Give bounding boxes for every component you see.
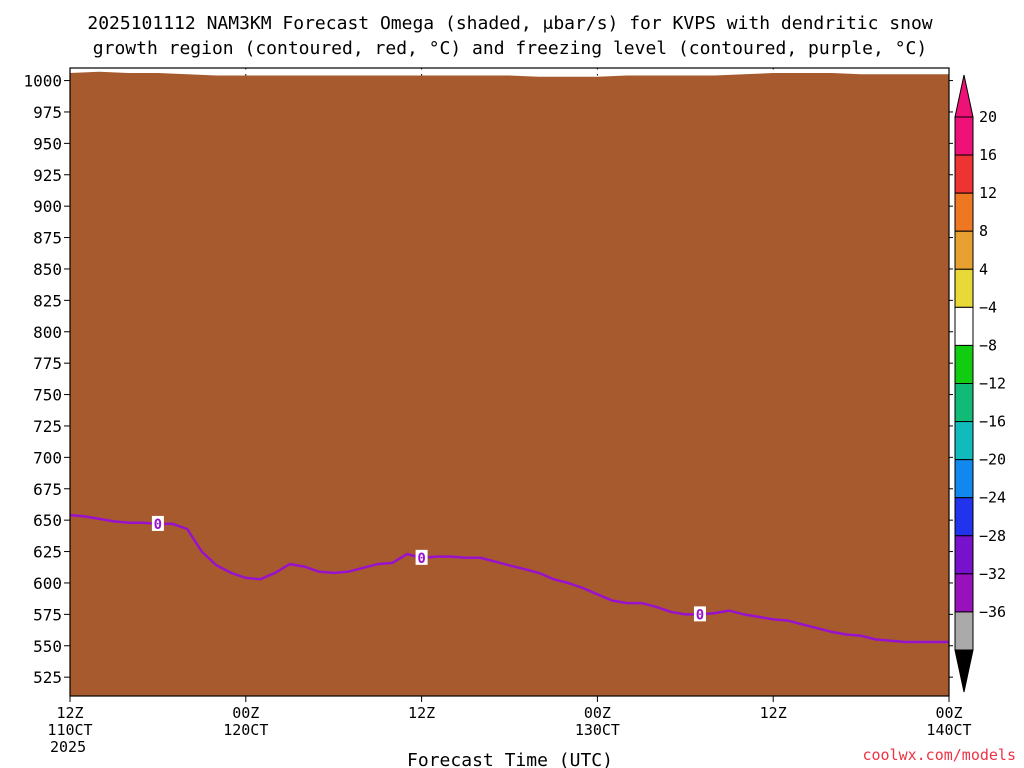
colorbar-label-6: −8 (979, 336, 997, 354)
colorbar-label-8: −16 (979, 413, 1006, 431)
freezing-level-layer: 0 0 0 (70, 513, 949, 644)
y-tick-label-4: 625 (33, 543, 62, 562)
y-tick-label-7: 700 (33, 448, 62, 467)
colorbar-label-11: −28 (979, 527, 1006, 545)
x-tick-label-3-0: 00Z (584, 704, 611, 722)
x-tick-label-4-0: 12Z (760, 704, 787, 722)
colorbar-label-7: −12 (979, 375, 1006, 393)
y-tick-label-13: 850 (33, 260, 62, 279)
colorbar-label-12: −32 (979, 565, 1006, 583)
y-tick-label-9: 750 (33, 386, 62, 405)
y-tick-label-18: 975 (33, 103, 62, 122)
colorbar-label-3: 8 (979, 222, 988, 240)
freezing-level-label-0: 0 (154, 517, 162, 533)
x-tick-label-1-0: 00Z (232, 704, 259, 722)
plot-area: 0 0 0 (69, 67, 950, 697)
colorbar-label-2: 12 (979, 184, 997, 202)
x-tick-label-5-0: 00Z (935, 704, 962, 722)
freezing-level-label-bg-2 (693, 606, 706, 622)
y-tick-label-10: 775 (33, 354, 62, 373)
y-tick-label-0: 525 (33, 668, 62, 687)
colorbar-swatch-9 (954, 459, 974, 499)
y-tick-label-3: 600 (33, 574, 62, 593)
x-tick-label-2-0: 12Z (408, 704, 435, 722)
x-tick-label-0-0: 12Z (56, 704, 83, 722)
colorbar-label-0: 20 (979, 108, 997, 126)
colorbar-label-4: 4 (979, 260, 988, 278)
colorbar-top-arrow (954, 74, 974, 118)
y-tick-label-5: 650 (33, 511, 62, 530)
terrain-layer (70, 71, 949, 696)
y-tick-label-11: 800 (33, 323, 62, 342)
freezing-level-label-2: 0 (696, 607, 704, 623)
colorbar-label-5: −4 (979, 298, 997, 316)
colorbar-swatch-0 (954, 116, 974, 156)
x-tick-label-0-1: 110CT (47, 721, 92, 739)
y-tick-label-1: 550 (33, 637, 62, 656)
colorbar-swatch-11 (954, 535, 974, 575)
colorbar-bottom-arrow (954, 649, 974, 693)
colorbar: 20 16 12 8 4 −4 −8 −12 −16 −20 −24 −28 −32 −36 (954, 74, 1006, 693)
y-tick-label-2: 575 (33, 605, 62, 624)
colorbar-swatch-5 (954, 306, 974, 346)
x-axis-label: Forecast Time (UTC) (407, 750, 613, 768)
y-tick-label-17: 950 (33, 134, 62, 153)
colorbar-swatch-8 (954, 421, 974, 461)
chart-title-line-2: growth region (contoured, red, °C) and f… (93, 38, 927, 59)
chart-title-line-1: 2025101112 NAM3KM Forecast Omega (shaded… (87, 13, 932, 34)
colorbar-swatch-4 (954, 268, 974, 308)
y-tick-label-12: 825 (33, 291, 62, 310)
y-axis-ticks: 525 550 575 600 625 650 675 700 725 750 775 800 825 8… (23, 72, 953, 687)
freezing-level-label-bg-1 (415, 549, 428, 565)
y-tick-label-15: 900 (33, 197, 62, 216)
colorbar-swatch-3 (954, 230, 974, 270)
colorbar-swatch-12 (954, 573, 974, 613)
y-tick-label-6: 675 (33, 480, 62, 499)
freezing-level-label-1: 0 (417, 551, 425, 567)
freezing-level-label-bg-0 (151, 515, 164, 531)
y-tick-label-8: 725 (33, 417, 62, 436)
freezing-level-line (70, 513, 949, 644)
colorbar-label-13: −36 (979, 603, 1006, 621)
colorbar-swatch-6 (954, 344, 974, 384)
credit-text: coolwx.com/models (862, 746, 1016, 764)
plot-frame (69, 67, 950, 697)
colorbar-swatch-13 (954, 611, 974, 651)
colorbar-label-10: −24 (979, 489, 1006, 507)
colorbar-label-1: 16 (979, 146, 997, 164)
y-tick-label-16: 925 (33, 166, 62, 185)
colorbar-swatch-10 (954, 497, 974, 537)
x-tick-label-1-1: 120CT (223, 721, 268, 739)
y-tick-label-19: 1000 (23, 72, 62, 91)
colorbar-swatch-1 (954, 154, 974, 194)
x-tick-label-5-1: 140CT (926, 721, 971, 739)
x-tick-label-3-1: 130CT (575, 721, 620, 739)
colorbar-swatch-7 (954, 383, 974, 423)
colorbar-label-9: −20 (979, 451, 1006, 469)
y-tick-label-14: 875 (33, 229, 62, 248)
terrain-fill (70, 71, 949, 696)
colorbar-swatch-2 (954, 192, 974, 232)
x-tick-label-0-2: 2025 (50, 738, 86, 756)
